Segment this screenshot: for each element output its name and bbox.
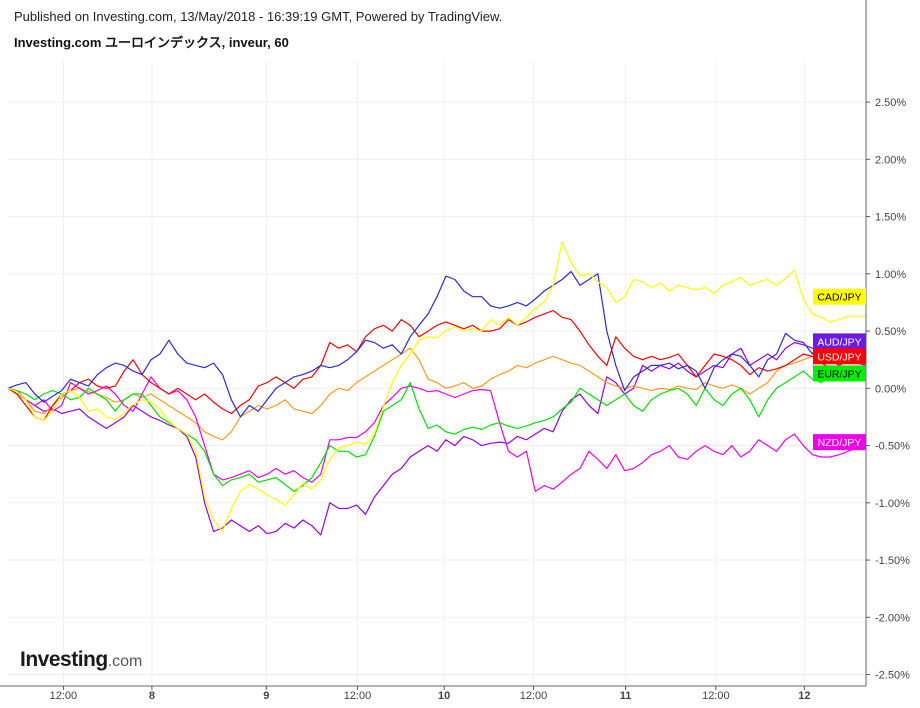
series-label-box [813,288,866,305]
series-line-eur-jpy [7,370,866,492]
y-tick-label: -1.50% [875,555,910,567]
series-label-nzd-jpy: NZD/JPY [813,434,866,451]
x-tick-label: 12 [798,690,810,702]
published-caption: Published on Investing.com, 13/May/2018 … [14,9,503,24]
x-tick-label: 12:00 [344,690,372,702]
series-label-text: NZD/JPY [818,437,862,449]
series-label-box [813,348,866,365]
y-tick-label: 2.50% [875,97,906,109]
series-line-usd-jpy [7,309,866,421]
series-line-aud-jpy [7,270,867,418]
series-label-box [813,333,866,350]
series-label-text: AUD/JPY [817,336,861,348]
series-line-cad-jpy [7,241,866,533]
x-tick-label: 11 [620,690,632,702]
y-tick-label: -2.00% [875,612,910,624]
series-line-nzd-jpy [7,376,867,492]
y-tick-label: 2.00% [875,154,906,166]
x-tick-label: 12:00 [702,690,730,702]
series-labels: CAD/JPY AUD/JPY USD/JPY EUR/JPY NZD/JPY [813,288,866,451]
series-line-orange [7,347,866,441]
y-tick-label: 0.00% [875,383,906,395]
series-label-usd-jpy: USD/JPY [813,348,866,365]
x-tick-label: 10 [438,690,450,702]
series-label-cad-jpy: CAD/JPY [813,288,866,305]
y-tick-label: -1.00% [875,498,910,510]
y-tick-label: -0.50% [875,441,910,453]
series-label-text: EUR/JPY [817,368,861,380]
series-label-aud-jpy: AUD/JPY [813,333,866,350]
grid [8,62,866,686]
series-label-box [813,365,866,382]
investing-logo: Investing.com [20,648,142,672]
series-label-text: CAD/JPY [817,292,861,304]
x-tick-label: 9 [263,690,269,702]
x-tick-label: 12:00 [520,690,548,702]
series-line-purple [7,341,867,536]
x-tick-label: 12:00 [50,690,78,702]
y-tick-label: 0.50% [875,326,906,338]
y-tick-label: -2.50% [875,670,910,682]
y-tick-label: 1.50% [875,212,906,224]
logo-suffix: .com [107,653,143,670]
series-label-eur-jpy: EUR/JPY [813,365,866,382]
logo-word: Investing [20,648,108,671]
chart-title: Investing.com ユーロインデックス, inveur, 60 [14,35,289,50]
series-lines [7,241,867,536]
y-tick-label: 1.00% [875,269,906,281]
series-label-box [813,434,866,451]
series-label-text: USD/JPY [817,351,861,363]
x-tick-label: 8 [149,690,155,702]
